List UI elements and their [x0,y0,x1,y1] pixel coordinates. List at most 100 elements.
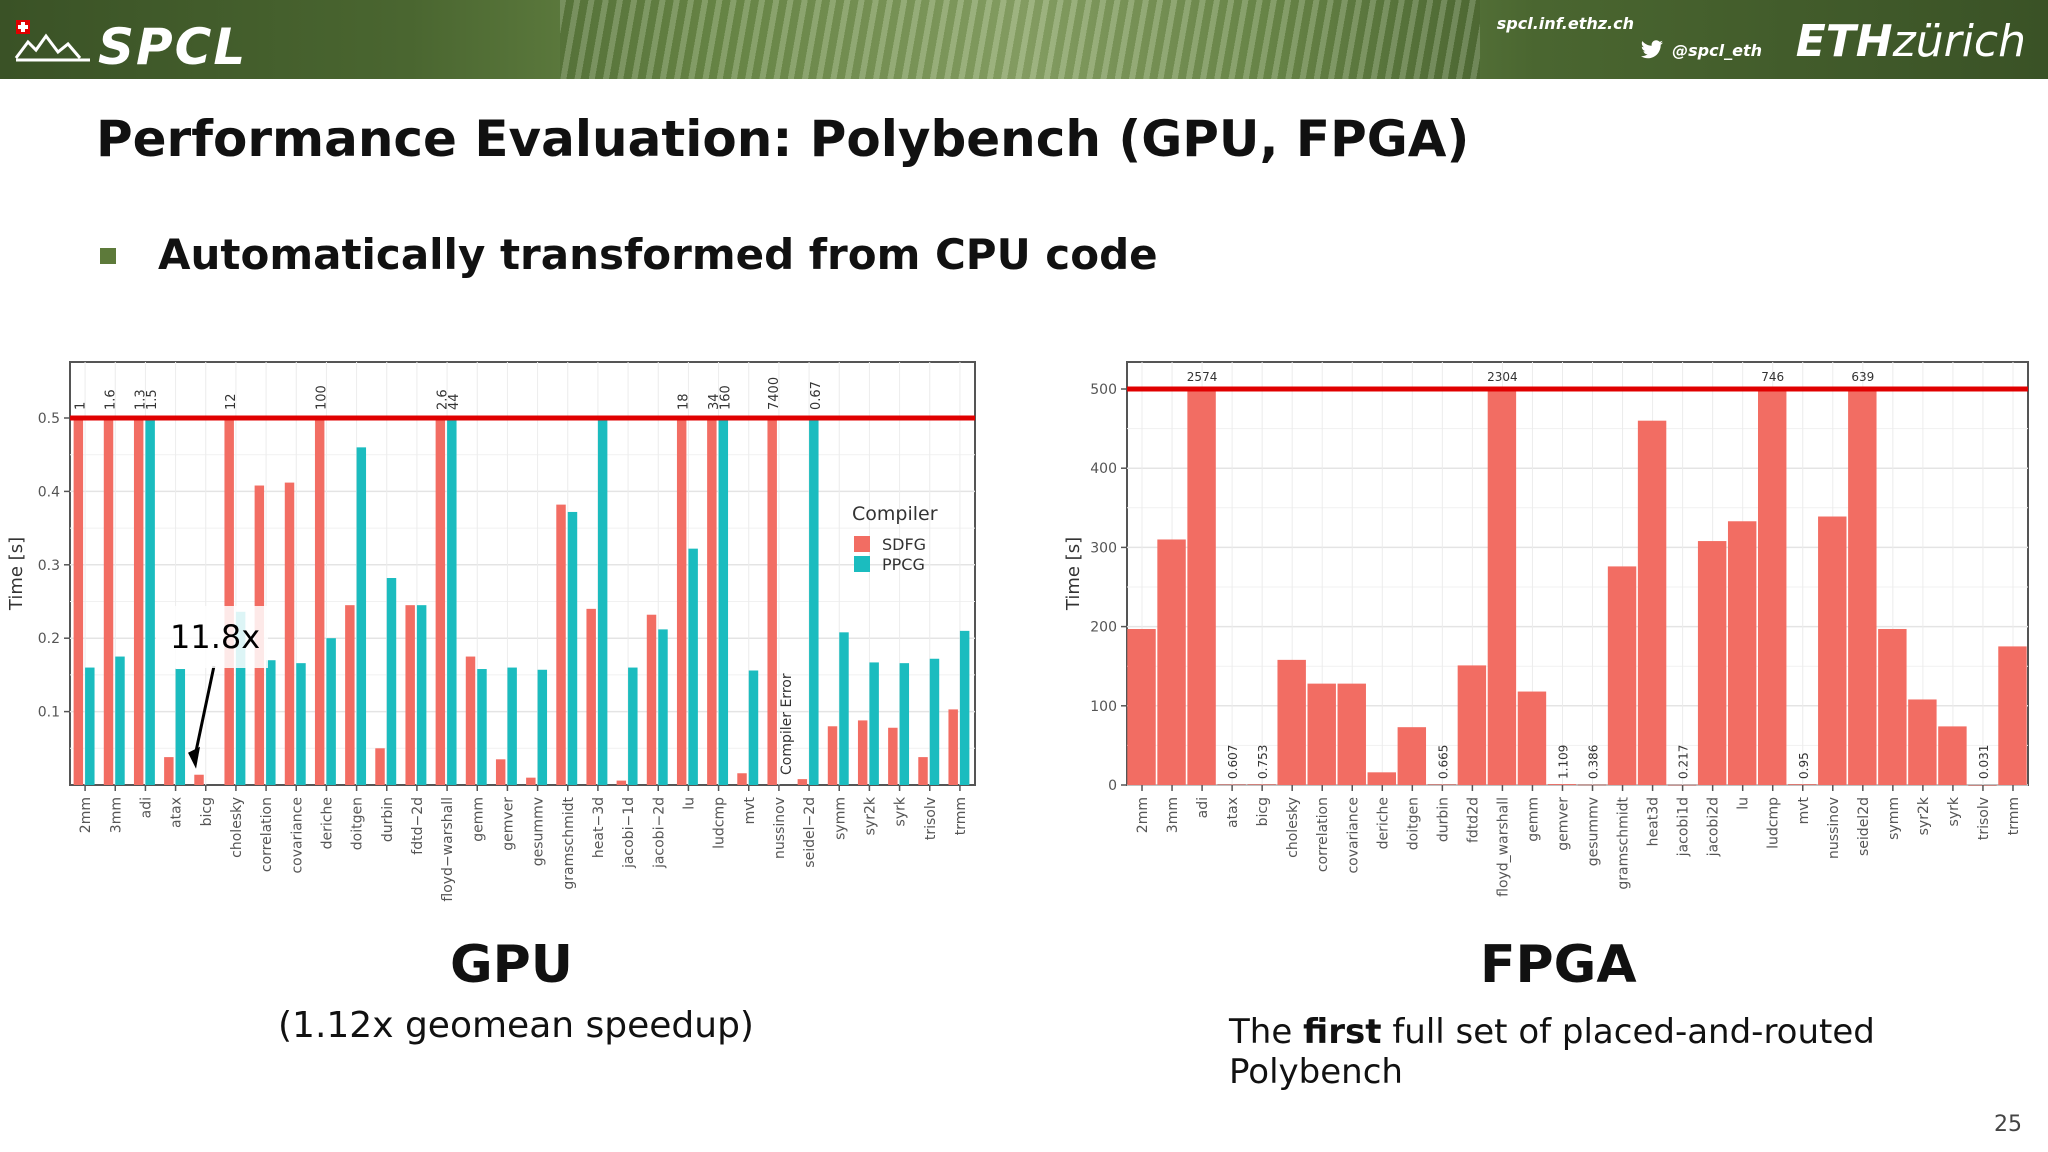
x-tick-label: covariance [289,797,305,874]
bar-sdfg-bicg [194,774,204,785]
legend-label-ppcg: PPCG [882,555,925,574]
legend-label-sdfg: SDFG [882,535,926,554]
bar-sdfg-syr2k [1908,699,1937,785]
bar-ppcg-covariance [296,663,306,785]
bar-value-label: 0.753 [1256,745,1270,779]
bar-value-label: 34 [707,393,722,410]
bar-sdfg-durbin [1427,784,1457,785]
x-tick-label: gemm [470,797,486,842]
bar-value-label: 160 [718,385,733,410]
bar-ppcg-jacobi−1d [628,667,638,785]
bar-sdfg-2mm [1127,628,1156,785]
compiler-error-label: Compiler Error [779,673,795,775]
bar-value-label: 1.6 [104,389,119,410]
bar-sdfg-2mm [73,418,84,785]
bar-ppcg-jacobi−2d [658,629,668,785]
bar-sdfg-ludcmp [707,418,717,785]
bar-sdfg-lu [1727,521,1757,785]
x-tick-label: jacobi2d [1706,797,1722,857]
bar-value-label: 1 [73,402,88,410]
twitter-link[interactable]: @spcl_eth [1640,40,1762,60]
bar-ppcg-deriche [326,638,336,785]
legend-swatch-ppcg [854,556,870,572]
x-tick-label: gramschmidt [561,797,577,890]
x-tick-label: gramschmidt [1616,797,1632,890]
x-tick-label: lu [681,797,697,810]
x-tick-label: gesummv [531,797,547,866]
bar-ppcg-adi [145,418,155,785]
bar-sdfg-doitgen [1397,727,1427,785]
x-tick-label: symm [832,797,848,840]
plot-area [1126,361,2029,786]
y-tick-label: 200 [1090,620,1117,636]
bar-ppcg-floyd−warshall [447,418,457,785]
x-tick-label: gemver [1555,797,1571,851]
x-tick-label: trisolv [1976,797,1992,840]
y-tick-label: 0.4 [38,484,60,500]
twitter-bird-icon [1641,40,1664,59]
x-tick-label: ludcmp [712,797,728,849]
bar-ppcg-lu [688,548,698,785]
speedup-arrowhead [188,746,201,769]
bar-sdfg-jacobi2d [1697,541,1727,785]
bar-ppcg-syrk [899,663,910,785]
bar-ppcg-doitgen [356,447,367,785]
twitter-handle: @spcl_eth [1672,40,1762,60]
bar-value-label: 0.95 [1797,752,1811,779]
page-number: 25 [1994,1112,2022,1137]
x-tick-label: fdtd−2d [410,797,426,855]
x-tick-label: seidel2d [1856,797,1872,856]
bar-value-label: 639 [1851,370,1874,384]
mountain-panorama [560,0,1480,79]
x-tick-label: trisolv [923,797,939,840]
bar-value-label: 746 [1761,370,1784,384]
fpga-subtitle: The first full set of placed-and-routed … [1229,1012,2048,1092]
y-tick-label: 400 [1090,461,1117,477]
x-tick-label: heat3d [1646,797,1662,846]
x-tick-label: syrk [1946,796,1962,826]
y-tick-label: 0.5 [38,411,60,427]
header-banner: SPCL spcl.inf.ethz.ch @spcl_eth ETHzüric… [0,0,2048,79]
speedup-arrow [192,665,216,762]
x-tick-label: 2mm [1135,797,1151,833]
bullet-text: Automatically transformed from CPU code [158,230,1158,279]
bar-sdfg-jacobi−1d [616,780,627,785]
x-tick-label: mvt [1796,796,1812,824]
x-tick-label: mvt [742,796,758,824]
bar-sdfg-syrk [1938,726,1967,785]
x-tick-label: deriche [319,797,335,849]
legend-title: Compiler [852,503,938,525]
bar-ppcg-durbin [386,578,397,785]
bar-sdfg-mvt [737,773,747,785]
bar-ppcg-gemver [507,667,517,785]
x-tick-label: gemm [1525,797,1541,842]
bar-sdfg-covariance [284,482,295,785]
bar-sdfg-mvt [1788,784,1817,785]
x-tick-label: atax [169,797,185,828]
bar-sdfg-adi [1187,389,1216,785]
bar-ppcg-3mm [115,656,125,785]
fpga-chart: 0 100 200 300 400 500 Time [s] 2mm 3mm adi atax bic… [1063,361,2029,897]
x-tick-label: 2mm [78,797,94,833]
bar-sdfg-atax [164,757,174,785]
x-tick-label: fdtd2d [1465,797,1481,843]
bar-sdfg-seidel−2d [797,779,808,785]
x-tick-label: trmm [953,797,969,835]
bar-sdfg-heat3d [1637,420,1667,785]
bar-ppcg-trmm [959,630,970,785]
site-url[interactable]: spcl.inf.ethz.ch [1496,14,1634,33]
bar-value-label: 2.6 [435,389,450,410]
bar-ppcg-correlation [266,660,276,785]
bar-sdfg-nussinov [767,418,777,785]
x-tick-label: correlation [259,797,275,872]
bar-ppcg-gesummv [537,669,548,785]
x-tick-label: lu [1736,797,1752,810]
bar-value-label: 0.217 [1677,745,1691,779]
bar-sdfg-gesummv [1577,784,1607,786]
x-tick-label: ludcmp [1766,797,1782,849]
fpga-subtitle-pre: The [1229,1012,1304,1052]
x-tick-label: 3mm [1165,797,1181,833]
bar-sdfg-heat−3d [586,608,596,785]
bar-value-label: 7400 [767,377,782,410]
